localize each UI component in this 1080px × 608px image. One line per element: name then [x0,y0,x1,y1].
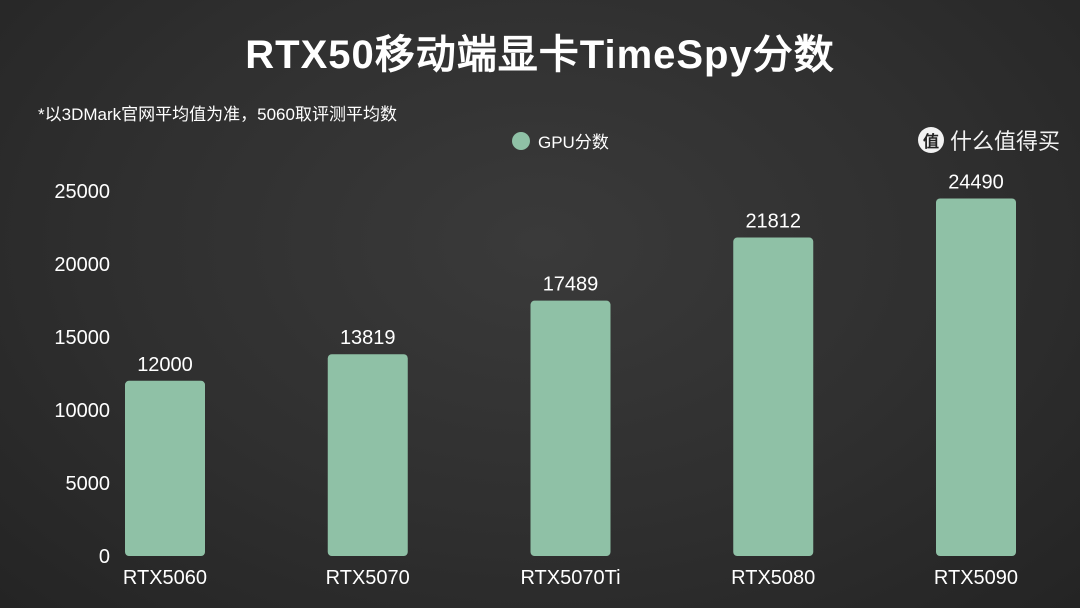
y-tick-label: 25000 [54,181,110,203]
bar-rtx5080 [733,237,814,556]
bar-rtx5070ti [530,300,611,556]
watermark-text: 什么值得买 [949,129,1060,154]
chart-title: RTX50移动端显卡TimeSpy分数 [245,33,835,77]
legend: GPU分数 [512,128,609,153]
legend-swatch [512,131,530,150]
y-tick-label: 20000 [54,254,110,276]
x-tick-label: RTX5070 [326,567,410,589]
legend-label: GPU分数 [538,133,609,152]
x-tick-label: RTX5090 [934,567,1018,589]
data-label: 17489 [543,274,599,296]
data-label: 24490 [948,171,1004,193]
watermark-badge: 值 [917,127,944,153]
x-tick-label: RTX5060 [123,567,207,589]
y-tick-label: 10000 [54,400,110,422]
bar-rtx5090 [936,198,1016,557]
data-label: 13819 [340,327,396,349]
y-tick-label: 15000 [54,327,110,349]
watermark: 值 什么值得买 [917,124,1060,156]
y-tick-label: 0 [99,546,110,568]
y-tick-label: 5000 [66,473,111,495]
bar-rtx5070 [327,354,408,556]
bar-rtx5060 [125,380,205,556]
x-tick-label: RTX5070Ti [520,567,620,589]
data-label: 21812 [745,211,801,233]
chart-subtitle: *以3DMark官网平均值为准，5060取评测平均数 [38,105,397,124]
x-tick-label: RTX5080 [731,567,815,589]
data-label: 12000 [137,354,193,376]
